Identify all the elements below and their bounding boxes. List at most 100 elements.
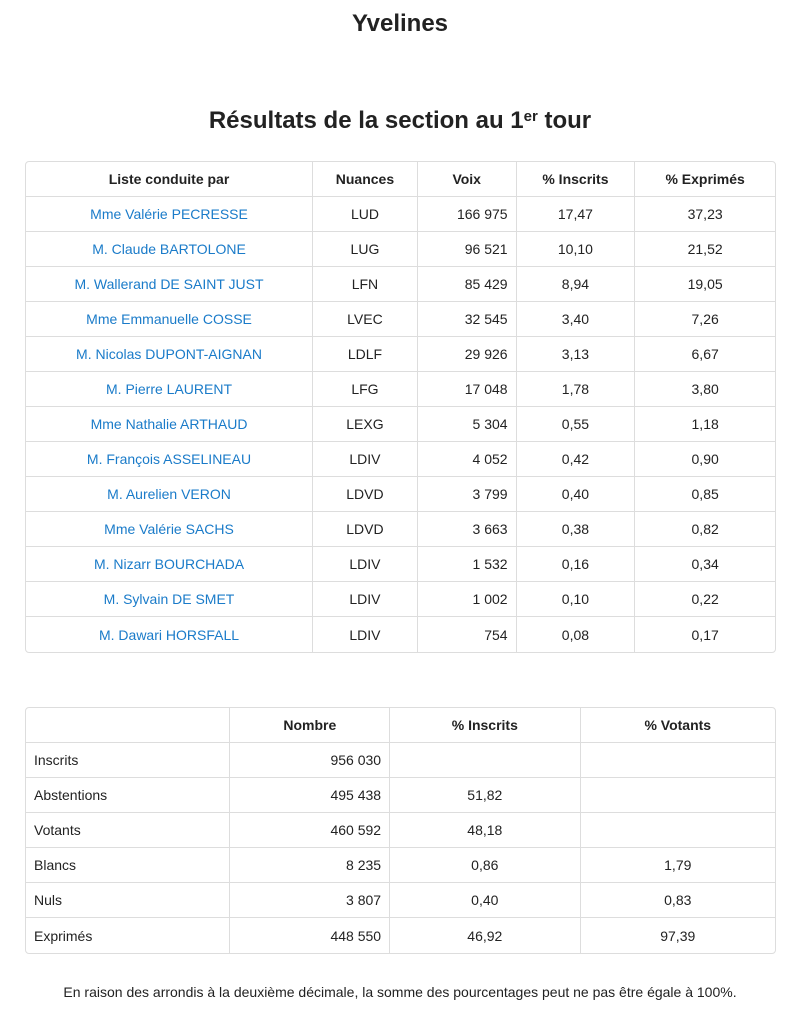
candidate-link[interactable]: Mme Valérie PECRESSE — [90, 206, 248, 222]
cell-nuance: LFN — [313, 267, 418, 302]
table-row: M. Aurelien VERON LDVD 3 799 0,40 0,85 — [26, 477, 775, 512]
cell-voix: 1 532 — [417, 547, 517, 582]
candidate-link[interactable]: Mme Valérie SACHS — [104, 521, 234, 537]
header-candidate: Liste conduite par — [26, 162, 314, 197]
table-header-row: Nombre% Inscrits% Votants — [26, 708, 775, 743]
cell-pct-inscrits: 10,10 — [516, 232, 636, 267]
header-pct-inscrits: % Inscrits — [390, 708, 581, 743]
cell-empty: Exprimés — [26, 918, 231, 953]
cell-pct-inscrits: 0,86 — [390, 848, 581, 883]
table-row: M. Sylvain DE SMET LDIV 1 002 0,10 0,22 — [26, 582, 775, 617]
cell-pct-inscrits: 0,38 — [516, 512, 636, 547]
cell-nuance: LVEC — [313, 302, 418, 337]
candidate-link[interactable]: M. Wallerand DE SAINT JUST — [74, 276, 264, 292]
summary-table: Nombre% Inscrits% Votants Inscrits 956 03… — [25, 707, 776, 954]
cell-pct-votants: 97,39 — [660, 927, 696, 944]
cell-candidate: M. Claude BARTOLONE — [26, 232, 314, 267]
table-row: M. Pierre LAURENT LFG 17 048 1,78 3,80 — [26, 372, 775, 407]
table-row: Mme Emmanuelle COSSE LVEC 32 545 3,40 7,26 — [26, 302, 775, 337]
cell-candidate: M. François ASSELINEAU — [26, 442, 314, 477]
table-row: Blancs 8 235 0,86 1,79 — [26, 848, 775, 883]
cell-nuance: LFG — [313, 372, 418, 407]
cell-pct-exprimes: 21,52 — [635, 232, 775, 267]
cell-empty: Votants — [26, 813, 231, 848]
cell-pct-inscrits: 17,47 — [516, 197, 636, 232]
header-nombre: Nombre — [230, 708, 391, 743]
cell-pct-exprimes: 1,18 — [635, 407, 775, 442]
cell-candidate: M. Wallerand DE SAINT JUST — [26, 267, 314, 302]
cell-pct-exprimes: 0,85 — [635, 477, 775, 512]
cell-pct-exprimes: 0,90 — [635, 442, 775, 477]
cell-nuance: LDIV — [313, 442, 418, 477]
cell-voix: 3 663 — [417, 512, 517, 547]
candidate-link[interactable]: M. Nicolas DUPONT-AIGNAN — [76, 346, 262, 362]
cell-pct-exprimes: 0,17 — [691, 626, 719, 643]
candidate-link[interactable]: Mme Emmanuelle COSSE — [86, 311, 252, 327]
table-header-row: Liste conduite par Nuances Voix% Inscrits%… — [26, 162, 775, 197]
cell-pct-inscrits: 0,10 — [516, 582, 636, 617]
cell-candidate: M. Nicolas DUPONT-AIGNAN — [26, 337, 314, 372]
cell-nombre: 956 030 — [230, 743, 391, 778]
cell-pct-inscrits: 0,55 — [516, 407, 636, 442]
section-title: Résultats de la section au 1er tour — [208, 107, 592, 134]
candidate-link[interactable]: Mme Nathalie ARTHAUD — [90, 416, 248, 432]
cell-voix: 166 975 — [417, 197, 517, 232]
cell-candidate: M. Dawari HORSFALL — [26, 617, 314, 652]
candidate-link[interactable]: M. Aurelien VERON — [107, 486, 231, 502]
table-row: Inscrits 956 030 — [26, 743, 775, 778]
candidate-link[interactable]: M. Dawari HORSFALL — [98, 626, 240, 643]
table-row: Mme Nathalie ARTHAUD LEXG 5 304 0,55 1,18 — [26, 407, 775, 442]
cell-pct-exprimes: 0,82 — [635, 512, 775, 547]
candidate-link[interactable]: M. Nizarr BOURCHADA — [93, 556, 245, 572]
cell-pct-votants — [580, 778, 775, 813]
cell-pct-inscrits: 3,40 — [516, 302, 636, 337]
cell-voix: 4 052 — [417, 442, 517, 477]
cell-voix: 3 799 — [417, 477, 517, 512]
cell-nuance: LUD — [313, 197, 418, 232]
cell-pct-exprimes: 37,23 — [635, 197, 775, 232]
cell-nombre: 448 550 — [230, 918, 391, 953]
table-row: M. François ASSELINEAU LDIV 4 052 0,42 0,90 — [26, 442, 775, 477]
table-row: M. Dawari HORSFALL LDIV 754 0,08 0,17 — [26, 617, 775, 652]
cell-nuance: LDVD — [313, 512, 418, 547]
cell-candidate: Mme Valérie PECRESSE — [26, 197, 314, 232]
table-row: M. Claude BARTOLONE LUG 96 521 10,10 21,52 — [26, 232, 775, 267]
header-pct-votants: % Votants — [580, 708, 775, 743]
cell-pct-inscrits: 51,82 — [390, 778, 581, 813]
candidate-link[interactable]: M. Sylvain DE SMET — [103, 591, 235, 607]
cell-voix: 29 926 — [417, 337, 517, 372]
cell-nuance: LEXG — [313, 407, 418, 442]
cell-pct-exprimes: 7,26 — [635, 302, 775, 337]
cell-pct-inscrits: 8,94 — [516, 267, 636, 302]
cell-empty: Nuls — [26, 883, 231, 918]
candidate-link[interactable]: M. Pierre LAURENT — [106, 381, 233, 397]
cell-pct-inscrits: 0,40 — [516, 477, 636, 512]
cell-nombre: 8 235 — [230, 848, 391, 883]
results-table: Liste conduite par Nuances Voix% Inscrits%… — [25, 161, 776, 653]
candidate-link[interactable]: M. Claude BARTOLONE — [92, 241, 246, 257]
cell-candidate: Mme Valérie SACHS — [26, 512, 314, 547]
header-voix: Voix — [417, 162, 517, 197]
table-row: Mme Valérie PECRESSE LUD 166 975 17,47 37,23 — [26, 197, 775, 232]
table-row: Exprimés 448 550 46,92 97,39 — [26, 918, 775, 953]
cell-candidate: Mme Emmanuelle COSSE — [26, 302, 314, 337]
cell-pct-exprimes: 3,80 — [635, 372, 775, 407]
candidate-link[interactable]: M. François ASSELINEAU — [86, 451, 252, 467]
cell-nombre: 495 438 — [230, 778, 391, 813]
rounding-note: En raison des arrondis à la deuxième déc… — [63, 984, 737, 1000]
table-row: Abstentions 495 438 51,82 — [26, 778, 775, 813]
page-title: Yvelines — [351, 10, 449, 37]
cell-pct-votants: 1,79 — [580, 848, 775, 883]
cell-nuance: LDIV — [313, 617, 418, 652]
cell-nuance: LDVD — [313, 477, 418, 512]
cell-pct-inscrits: 48,18 — [390, 813, 581, 848]
cell-pct-votants — [580, 813, 775, 848]
cell-candidate: M. Pierre LAURENT — [26, 372, 314, 407]
cell-pct-inscrits: 0,08 — [517, 617, 636, 652]
table-row: Mme Valérie SACHS LDVD 3 663 0,38 0,82 — [26, 512, 775, 547]
cell-pct-exprimes: 6,67 — [635, 337, 775, 372]
cell-empty: Abstentions — [26, 778, 231, 813]
cell-pct-inscrits: 1,78 — [516, 372, 636, 407]
cell-nombre: 460 592 — [230, 813, 391, 848]
header-nuance: Nuances — [313, 162, 418, 197]
